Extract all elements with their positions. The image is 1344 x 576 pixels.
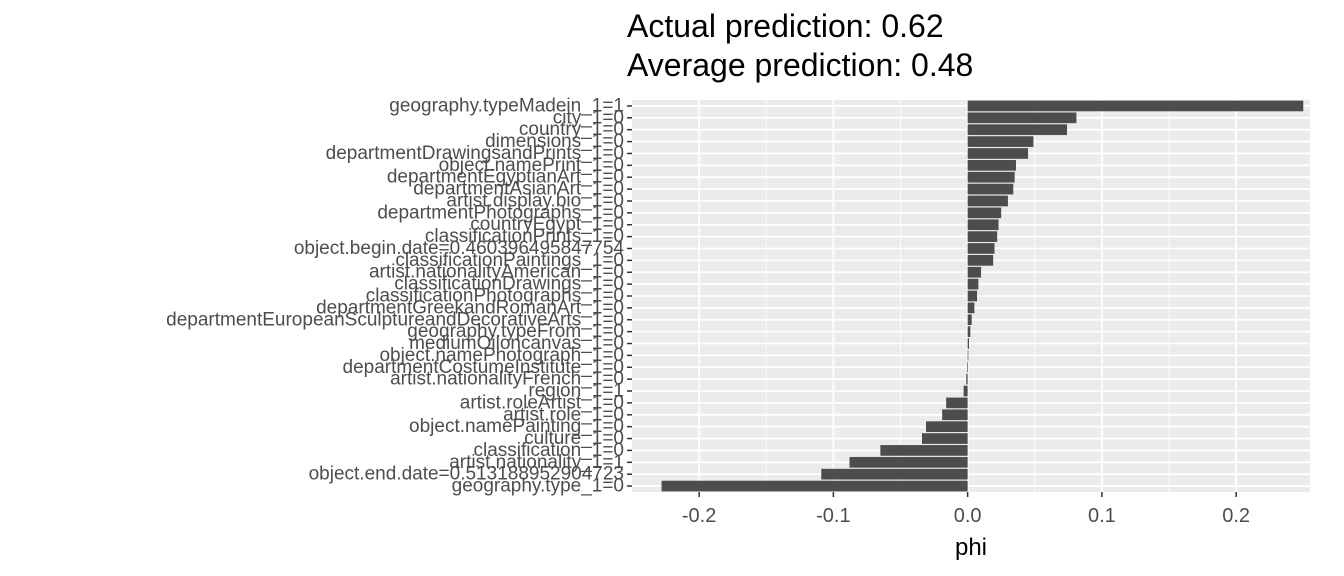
bar [967, 338, 969, 349]
y-tick-label: geography.typeFrom_1=0 [407, 321, 624, 342]
y-tick-label: dimensions_1=0 [485, 131, 624, 152]
bar [967, 278, 979, 290]
y-tick-label: departmentDrawingsandPrints_1=0 [326, 143, 624, 164]
y-tick-label: countryEgypt_1=0 [470, 214, 624, 235]
y-tick-label: region_1=1 [528, 381, 624, 402]
y-tick-label: country_1=0 [519, 119, 624, 140]
x-tick-label: 0.2 [1222, 505, 1250, 527]
bar [967, 302, 975, 314]
y-tick-label: departmentAsianArt_1=0 [413, 179, 624, 200]
bar [967, 266, 982, 278]
y-tick-label: classificationPaintings_1=0 [395, 250, 624, 271]
bar [849, 456, 968, 468]
y-tick-label: geography.typeMadein_1=1 [389, 95, 624, 116]
y-tick-label: classificationPrints_1=0 [425, 226, 624, 247]
y-tick-label: departmentPhotographs_1=0 [377, 202, 624, 223]
x-tick-label: -0.1 [816, 505, 850, 527]
y-tick-label: object.namePhotograph_1=0 [379, 345, 624, 366]
y-tick-label: object.end.date=0.513188952904723 [309, 464, 624, 485]
bar [946, 397, 968, 409]
bar [967, 326, 971, 337]
bar [926, 421, 968, 433]
bar [967, 112, 1077, 124]
bar [967, 314, 972, 326]
y-tick-label: artist.role_1=0 [503, 404, 624, 425]
y-axis: geography.typeMadein_1=1city_1=0country_… [166, 95, 632, 497]
bar [921, 433, 968, 444]
y-tick-label: departmentCostumeInstitute_1=0 [343, 357, 624, 378]
bar [967, 290, 978, 302]
chart-title-line-2: Average prediction: 0.48 [627, 47, 974, 83]
bar [963, 385, 968, 397]
bar [967, 124, 1067, 136]
y-tick-label: departmentEuropeanSculptureandDecorative… [166, 309, 624, 330]
x-axis: -0.2 -0.1 0.0 0.1 0.2 [682, 492, 1250, 527]
bar [821, 468, 968, 480]
x-tick-label: -0.2 [682, 505, 716, 527]
y-tick-label: object.namePrint_1=0 [439, 155, 624, 176]
chart-title-line-1: Actual prediction: 0.62 [627, 8, 944, 44]
y-tick-label: artist.nationalityAmerican_1=0 [369, 262, 624, 283]
bar [967, 159, 1016, 171]
bar [967, 136, 1034, 147]
bar [942, 409, 968, 421]
y-tick-label: classificationDrawings_1=0 [394, 274, 624, 295]
bar [967, 148, 1029, 159]
x-tick-label: 0.0 [954, 505, 982, 527]
bar [967, 243, 995, 254]
y-tick-label: artist.roleArtist_1=0 [460, 392, 624, 413]
bar [967, 195, 1008, 207]
bar [967, 207, 1002, 219]
y-tick-label: artist.nationality_1=1 [449, 452, 624, 473]
x-axis-title: phi [955, 534, 987, 561]
bar [967, 219, 999, 231]
bar [967, 231, 998, 242]
bar [967, 350, 969, 361]
bar [967, 100, 1304, 112]
y-tick-label: culture_1=0 [524, 428, 624, 449]
y-tick-label: departmentGreekandRomanArt_1=0 [316, 297, 624, 318]
y-tick-label: artist.nationalityFrench_1=0 [390, 369, 624, 390]
y-tick-label: classificationPhotographs_1=0 [366, 286, 624, 307]
y-tick-label: city_1=0 [553, 107, 624, 128]
bar [966, 373, 968, 385]
y-tick-label: departmentEgyptianArt_1=0 [387, 167, 624, 188]
bar [880, 445, 968, 456]
y-tick-label: geography.type_1=0 [452, 476, 624, 497]
x-tick-label: 0.1 [1088, 505, 1116, 527]
y-tick-label: artist.display.bio_1=0 [446, 190, 624, 211]
bar [661, 480, 968, 492]
bar [966, 361, 968, 373]
y-tick-label: classification_1=0 [473, 440, 624, 461]
y-tick-label: mediumOiloncanvas_1=0 [409, 333, 624, 354]
bar [967, 255, 994, 266]
y-tick-label: object.namePainting_1=0 [409, 416, 624, 437]
bar [967, 171, 1015, 183]
bars [661, 100, 1304, 492]
bar [967, 183, 1014, 195]
y-tick-label: object.begin.date=0.460396495847754 [294, 238, 625, 259]
